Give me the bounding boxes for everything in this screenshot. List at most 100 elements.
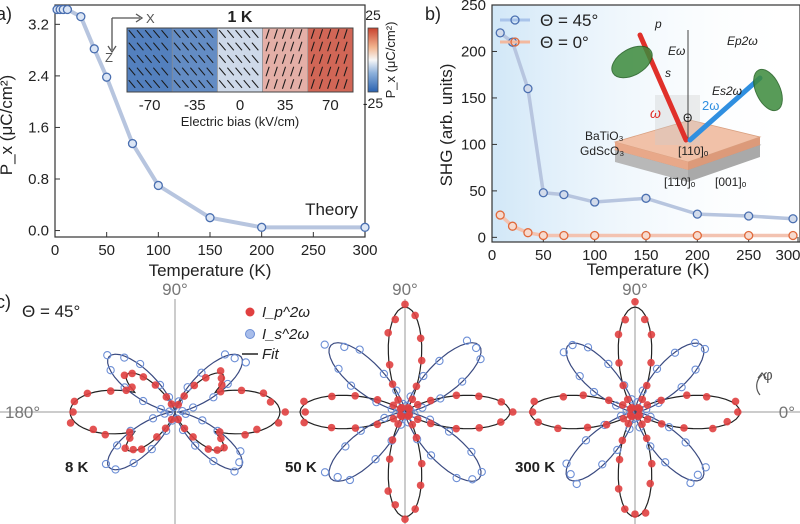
- inset-xlabel: Electric bias (kV/cm): [181, 114, 299, 129]
- polarization-arrow: [181, 79, 190, 89]
- panel-b-series: [495, 28, 798, 241]
- p-data-point: [125, 434, 134, 442]
- x-tick-label: 200: [685, 247, 710, 264]
- polarization-arrow: [189, 29, 198, 39]
- shg-schematic: p Eω s Ep2ω Es2ω 2ω ω Θ BaTiO₃ GdScO₃ [1…: [580, 17, 783, 189]
- polarization-arrow: [161, 67, 169, 76]
- p-data-point: [626, 404, 635, 413]
- polarization-arrow: [251, 42, 259, 51]
- series-line: [499, 213, 793, 238]
- s-data-point: [462, 336, 472, 345]
- s-data-point: [106, 366, 115, 375]
- s-data-point: [230, 354, 239, 363]
- polarization-arrow: [298, 54, 303, 64]
- p-data-point: [534, 418, 542, 426]
- y-tick-label: 150: [461, 90, 486, 107]
- polarization-arrow: [318, 54, 324, 64]
- polarization-arrow: [206, 67, 214, 76]
- p-data-point: [129, 445, 138, 454]
- inset-axis-z-label: Z: [105, 50, 113, 65]
- label-110-bottom: [1̄10]ₒ: [664, 175, 696, 189]
- p-data-point: [215, 428, 224, 436]
- polarization-arrow: [136, 67, 144, 76]
- polarization-arrow: [136, 29, 144, 39]
- inset-tick-label: -35: [184, 97, 206, 114]
- data-point: [523, 228, 533, 238]
- p-data-point: [559, 392, 568, 401]
- polarization-arrow: [181, 42, 190, 51]
- p-data-point: [167, 400, 176, 408]
- substrate-front: [615, 150, 688, 182]
- y-tick-label: 200: [461, 43, 486, 60]
- data-point: [257, 222, 267, 232]
- s-data-point: [138, 396, 148, 406]
- p-data-point: [475, 423, 484, 432]
- polarization-arrow: [226, 42, 235, 51]
- fit-curve-s: [328, 342, 482, 482]
- p-data-point: [404, 403, 412, 412]
- angle-label-180: 180°: [5, 403, 40, 422]
- p-data-point: [66, 419, 75, 427]
- inset-axes-arrows: [111, 17, 140, 50]
- polarization-arrow: [198, 42, 206, 51]
- s-data-point: [559, 348, 568, 357]
- label-110-top: [110]ₒ: [678, 144, 709, 158]
- data-point: [538, 188, 548, 198]
- s-data-point: [112, 441, 122, 450]
- p-data-point: [647, 330, 656, 339]
- polarization-arrow: [161, 79, 169, 89]
- panel-b-label: b): [425, 4, 441, 24]
- legend-label-s: I_s^2ω: [262, 326, 309, 343]
- polarization-arrow: [273, 66, 278, 77]
- temperature-label: 8 K: [65, 459, 89, 476]
- p-data-point: [189, 433, 197, 441]
- polarization-arrow: [298, 29, 303, 39]
- polarization-arrow: [335, 29, 340, 39]
- p-data-point: [680, 424, 688, 432]
- polarization-arrow: [189, 54, 198, 64]
- polar-plot: 90°270°50 K: [285, 280, 517, 524]
- p-data-point: [647, 459, 656, 468]
- label-omega: ω: [650, 105, 661, 121]
- p-data-point: [327, 423, 336, 432]
- p-data-point: [497, 398, 506, 406]
- p-data-point: [70, 397, 79, 406]
- s-data-point: [670, 348, 680, 357]
- s-data-point: [340, 342, 349, 352]
- p-data-point: [398, 412, 406, 421]
- y-tick-label: 1.6: [28, 119, 49, 136]
- polarization-arrow: [235, 67, 243, 76]
- data-point: [744, 211, 754, 221]
- s-data-point: [583, 343, 593, 352]
- colorbar: [367, 27, 379, 93]
- data-point: [788, 214, 798, 224]
- legend-label-0: Θ = 0°: [540, 33, 589, 52]
- polarization-arrow: [298, 41, 303, 52]
- p-data-point: [583, 423, 592, 432]
- s-data-point: [345, 475, 355, 485]
- p-data-point: [220, 443, 228, 452]
- p-data-point: [204, 445, 213, 453]
- legend-marker-45: [510, 15, 520, 25]
- s-data-point: [188, 403, 198, 412]
- polarization-arrow: [281, 29, 287, 39]
- s-data-point: [681, 438, 690, 447]
- p-data-point: [401, 300, 409, 309]
- s-data-point: [646, 442, 655, 451]
- polarization-arrow: [290, 66, 295, 77]
- legend-label-45: Θ = 45°: [540, 11, 598, 30]
- p-data-point: [631, 510, 639, 518]
- p-data-point: [408, 420, 417, 429]
- polarization-arrow: [173, 54, 181, 64]
- p-data-point: [475, 392, 483, 401]
- s-data-point: [120, 353, 129, 362]
- polarization-arrow: [181, 54, 190, 64]
- polarization-arrow: [226, 29, 235, 39]
- p-data-point: [417, 459, 426, 468]
- substrate-side: [688, 145, 760, 182]
- phi-arc: [756, 374, 763, 396]
- s-data-point: [379, 369, 389, 379]
- legend-marker-s: [245, 329, 255, 339]
- polarization-arrow: [290, 41, 295, 52]
- polarization-arrow: [206, 79, 214, 89]
